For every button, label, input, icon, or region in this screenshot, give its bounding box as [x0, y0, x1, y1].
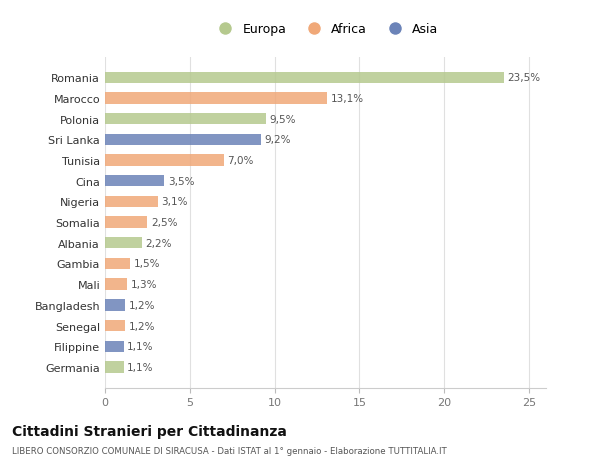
Text: 9,2%: 9,2% [265, 135, 291, 145]
Text: 23,5%: 23,5% [507, 73, 540, 83]
Text: 9,5%: 9,5% [269, 114, 296, 124]
Bar [105, 320, 125, 331]
Text: 1,3%: 1,3% [130, 280, 157, 290]
Bar [105, 217, 148, 228]
Text: 1,2%: 1,2% [129, 321, 155, 331]
Text: Cittadini Stranieri per Cittadinanza: Cittadini Stranieri per Cittadinanza [12, 425, 287, 438]
Bar [105, 155, 224, 166]
Bar [105, 134, 261, 146]
Text: 1,1%: 1,1% [127, 362, 154, 372]
Bar [105, 196, 158, 207]
Text: 7,0%: 7,0% [227, 156, 253, 166]
Bar [105, 362, 124, 373]
Bar [105, 300, 125, 311]
Text: 13,1%: 13,1% [331, 94, 364, 104]
Text: 2,5%: 2,5% [151, 218, 177, 228]
Text: 3,1%: 3,1% [161, 197, 187, 207]
Bar [105, 176, 164, 187]
Bar [105, 341, 124, 352]
Text: LIBERO CONSORZIO COMUNALE DI SIRACUSA - Dati ISTAT al 1° gennaio - Elaborazione : LIBERO CONSORZIO COMUNALE DI SIRACUSA - … [12, 446, 447, 455]
Bar [105, 258, 130, 269]
Text: 1,2%: 1,2% [129, 300, 155, 310]
Text: 2,2%: 2,2% [146, 238, 172, 248]
Bar [105, 114, 266, 125]
Bar [105, 238, 142, 249]
Text: 1,1%: 1,1% [127, 341, 154, 352]
Bar [105, 279, 127, 290]
Text: 3,5%: 3,5% [168, 176, 194, 186]
Bar [105, 93, 327, 104]
Text: 1,5%: 1,5% [134, 259, 160, 269]
Bar [105, 73, 503, 84]
Legend: Europa, Africa, Asia: Europa, Africa, Asia [210, 21, 441, 39]
